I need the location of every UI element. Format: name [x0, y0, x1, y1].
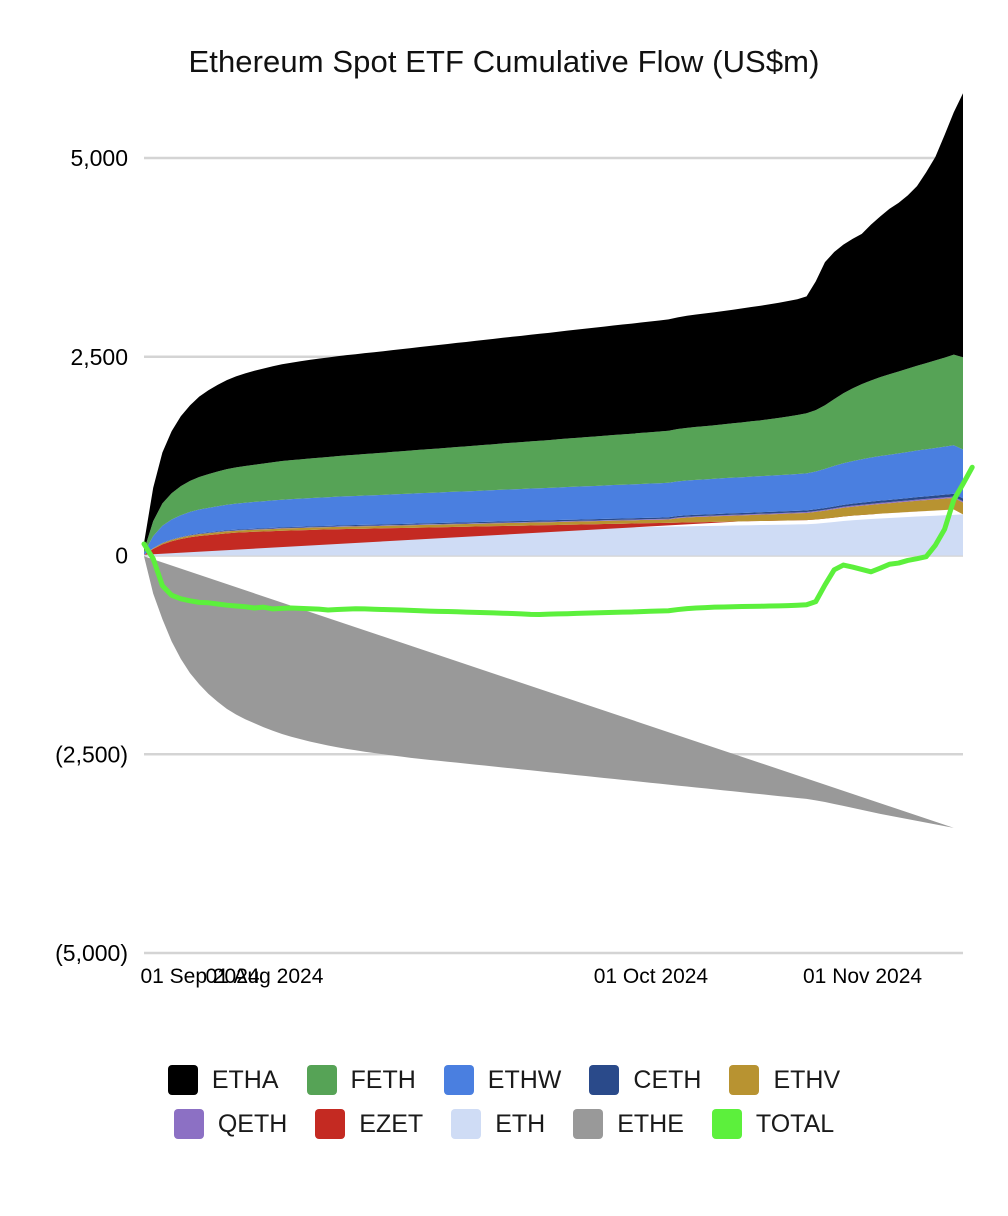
legend-swatch-ethw-icon: [443, 1065, 474, 1095]
y-tick-label: 5,000: [70, 145, 128, 171]
legend-item-etha[interactable]: ETHA: [167, 1065, 279, 1095]
total-line: [141, 464, 975, 617]
legend-item-ethw[interactable]: ETHW: [443, 1065, 562, 1095]
y-tick-label: (5,000): [55, 940, 128, 966]
area-series-etha: [144, 93, 963, 551]
legend-swatch-qeth-icon: [173, 1109, 204, 1139]
area-series-eth: [144, 514, 963, 556]
y-tick-label: 0: [115, 543, 128, 569]
legend-item-ezet[interactable]: EZET: [315, 1109, 423, 1139]
legend-item-ethv[interactable]: ETHV: [729, 1065, 840, 1095]
x-tick-label: 01 Oct 2024: [594, 965, 709, 988]
x-tick-label: 01 Sep 2024: [140, 965, 259, 988]
legend-label: ETHE: [617, 1109, 684, 1138]
legend-item-ethe[interactable]: ETHE: [573, 1109, 684, 1139]
area-series-ezet: [144, 509, 954, 555]
legend-swatch-ceth-icon: [589, 1065, 620, 1095]
area-series-ethe: [144, 556, 954, 828]
legend-row: QETH EZET ETH ETHE TOTAL: [0, 1102, 1008, 1146]
area-series-ethw: [144, 445, 963, 555]
legend-label: ETH: [495, 1109, 546, 1138]
legend-swatch-ethv-icon: [729, 1065, 760, 1095]
legend-item-total[interactable]: TOTAL: [711, 1109, 835, 1139]
legend-item-qeth[interactable]: QETH: [173, 1109, 288, 1139]
x-tick-label: 01 Aug 2024: [205, 965, 323, 988]
legend-swatch-total-icon: [711, 1109, 742, 1139]
y-tick-label: (2,500): [55, 741, 128, 767]
legend-row: ETHA FETH ETHW CETH ETHV: [0, 1058, 1008, 1102]
y-axis-labels: 5,000 2,500 0 (2,500) (5,000): [55, 145, 128, 966]
legend-label: QETH: [217, 1109, 288, 1138]
legend-item-feth[interactable]: FETH: [306, 1065, 416, 1095]
legend-label: EZET: [359, 1109, 424, 1138]
area-series-feth: [144, 354, 963, 553]
x-tick-label: 01 Nov 2024: [803, 965, 922, 988]
stacked-areas: [144, 93, 963, 828]
legend-swatch-ezet-icon: [315, 1109, 346, 1139]
legend-swatch-ethe-icon: [573, 1109, 604, 1139]
y-tick-label: 2,500: [70, 344, 128, 370]
legend-label: ETHA: [211, 1065, 279, 1094]
legend-swatch-etha-icon: [167, 1065, 198, 1095]
legend-swatch-feth-icon: [306, 1065, 337, 1095]
legend-item-ceth[interactable]: CETH: [589, 1065, 701, 1095]
legend-label: ETHV: [773, 1065, 841, 1094]
total-line-path: [141, 464, 975, 617]
legend-label: ETHW: [487, 1065, 562, 1094]
legend-label: CETH: [633, 1065, 702, 1094]
chart-legend: ETHA FETH ETHW CETH ETHV QETH EZET ETH ETHE TOTAL: [0, 1058, 1008, 1146]
legend-label: FETH: [350, 1065, 416, 1094]
legend-item-eth[interactable]: ETH: [451, 1109, 545, 1139]
chart-title: Ethereum Spot ETF Cumulative Flow (US$m): [188, 44, 820, 79]
legend-label: TOTAL: [755, 1109, 835, 1138]
legend-swatch-eth-icon: [451, 1109, 482, 1139]
